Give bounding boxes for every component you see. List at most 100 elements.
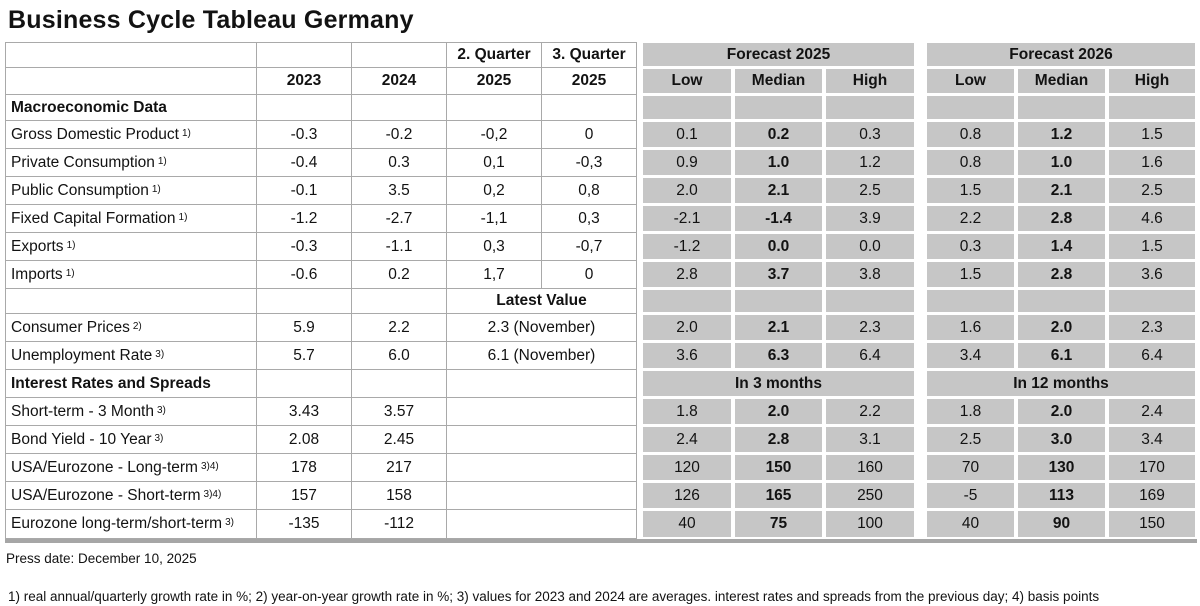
spacer: [916, 205, 925, 233]
forecast-value: 40: [643, 511, 731, 537]
row-label-text: Interest Rates and Spreads: [11, 374, 211, 392]
spacer: [916, 370, 925, 398]
table-row: Interest Rates and Spreads In 3 months In …: [5, 370, 1197, 398]
forecast-value: 6.4: [1109, 343, 1195, 368]
forecast-value: 6.1: [1018, 343, 1105, 368]
forecast-value: 165: [735, 483, 822, 508]
cell-2023: -135: [257, 510, 352, 539]
table-row: Exports 1) -0.3 -1.1 0,3 -0,7 -1.2 0.0 0.0 0.3 1.4…: [5, 233, 1197, 261]
spacer: [637, 121, 641, 149]
spacer: [916, 398, 925, 426]
forecast-value: 2.1: [735, 315, 822, 340]
table-body: Macroeconomic Data Gross Domestic Product…: [5, 95, 1197, 539]
spacer: [916, 68, 925, 95]
forecast-value: 2.5: [1109, 178, 1195, 203]
forecast-value: 75: [735, 511, 822, 537]
cell-quarters-merged: [447, 482, 637, 510]
forecast-value: [927, 290, 1014, 312]
forecast-value: 3.6: [1109, 262, 1195, 287]
forecast-value: [1018, 96, 1105, 119]
press-date: Press date: December 10, 2025: [6, 551, 197, 566]
spacer: [916, 289, 925, 314]
forecast-value: 150: [735, 455, 822, 480]
forecast-value: 2.4: [1109, 399, 1195, 424]
forecast-value: 90: [1018, 511, 1105, 537]
header-2025-median: Median: [735, 69, 822, 93]
row-label: Exports 1): [5, 233, 257, 261]
forecast-value: 2.5: [826, 178, 914, 203]
cell-q2-2025: -0,2: [447, 121, 542, 149]
header-2026-high: High: [1109, 69, 1195, 93]
forecast-value: 1.8: [643, 399, 731, 424]
cell-2024: 2.2: [352, 314, 447, 342]
forecast-value: [735, 290, 822, 312]
row-label: Macroeconomic Data: [5, 95, 257, 121]
spacer: [637, 426, 641, 454]
cell-2023: -0.3: [257, 121, 352, 149]
cell-2023: -0.1: [257, 177, 352, 205]
forecast-value: 1.4: [1018, 234, 1105, 259]
row-label: Eurozone long-term/short-term 3): [5, 510, 257, 539]
forecast-value: [1109, 96, 1195, 119]
header-empty-cell: [257, 42, 352, 68]
in-3-months-header: In 3 months: [643, 371, 914, 396]
row-label-text: Imports: [11, 265, 63, 283]
in-12-months-header: In 12 months: [927, 371, 1195, 396]
table-row: Gross Domestic Product 1) -0.3 -0.2 -0,2 0 0.1…: [5, 121, 1197, 149]
forecast-value: 150: [1109, 511, 1195, 537]
forecast-value: 2.8: [643, 262, 731, 287]
forecast-value: 70: [927, 455, 1014, 480]
spacer: [637, 68, 641, 95]
spacer: [637, 177, 641, 205]
forecast-value: 1.6: [1109, 150, 1195, 175]
page-title: Business Cycle Tableau Germany: [8, 6, 414, 34]
row-label: Fixed Capital Formation 1): [5, 205, 257, 233]
spacer: [637, 342, 641, 370]
header-empty-cell: [5, 42, 257, 68]
forecast-value: 2.2: [927, 206, 1014, 231]
header-empty-cell: [5, 68, 257, 95]
table-row: Macroeconomic Data: [5, 95, 1197, 121]
forecast-value: -2.1: [643, 206, 731, 231]
cell-2024: 6.0: [352, 342, 447, 370]
spacer: [916, 121, 925, 149]
header-year-2023: 2023: [257, 68, 352, 95]
latest-value-header: Latest Value: [447, 289, 637, 314]
spacer: [916, 342, 925, 370]
forecast-value: 2.0: [1018, 315, 1105, 340]
spacer: [916, 426, 925, 454]
row-label: Gross Domestic Product 1): [5, 121, 257, 149]
row-label: Interest Rates and Spreads: [5, 370, 257, 398]
table-row: USA/Eurozone - Long-term 3)4) 178 217 120 150…: [5, 454, 1197, 482]
latest-value: 6.1 (November): [447, 342, 637, 370]
cell-2023: 5.7: [257, 342, 352, 370]
cell-2024: 2.45: [352, 426, 447, 454]
row-label-text: Bond Yield - 10 Year: [11, 430, 152, 448]
forecast-value: [826, 290, 914, 312]
forecast-value: [927, 96, 1014, 119]
spacer: [637, 370, 641, 398]
forecast-value: 100: [826, 511, 914, 537]
spacer: [916, 95, 925, 121]
spacer: [916, 314, 925, 342]
spacer: [637, 95, 641, 121]
cell-quarters-merged: [447, 426, 637, 454]
row-label-text: Public Consumption: [11, 181, 149, 199]
spacer: [916, 454, 925, 482]
cell-q2-2025: 0,2: [447, 177, 542, 205]
forecast-value: 169: [1109, 483, 1195, 508]
cell-2024: 0.2: [352, 261, 447, 289]
spacer: [916, 233, 925, 261]
forecast-value: 3.6: [643, 343, 731, 368]
forecast-value: 2.1: [735, 178, 822, 203]
forecast-value: 1.5: [927, 178, 1014, 203]
spacer: [916, 482, 925, 510]
row-label: Short-term - 3 Month 3): [5, 398, 257, 426]
forecast-value: 1.5: [1109, 234, 1195, 259]
spacer: [637, 510, 641, 539]
forecast-value: 6.3: [735, 343, 822, 368]
forecast-value: 0.9: [643, 150, 731, 175]
cell-2024: -112: [352, 510, 447, 539]
forecast-value: 0.8: [927, 122, 1014, 147]
row-label: Bond Yield - 10 Year 3): [5, 426, 257, 454]
